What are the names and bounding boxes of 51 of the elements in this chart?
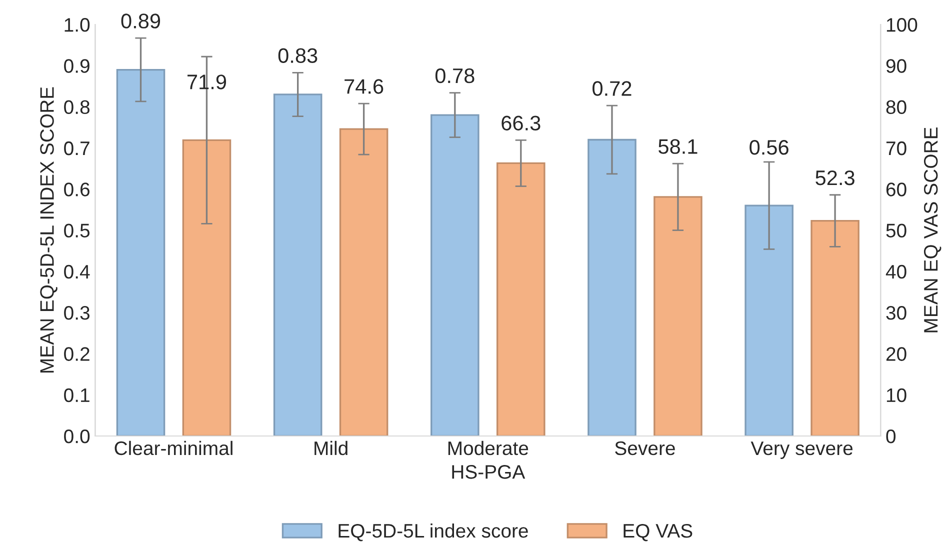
y-tick-label: 0.9 xyxy=(64,59,90,73)
bar xyxy=(496,162,546,436)
y2-axis-title: MEAN EQ VAS SCORE xyxy=(924,128,942,332)
y2-tick-label: 50 xyxy=(886,224,906,238)
y2-tick-label: 60 xyxy=(886,182,906,196)
y-tick-label: 0.1 xyxy=(64,388,90,402)
bar xyxy=(810,220,860,436)
bar xyxy=(182,139,232,436)
x-tick-label: Mild xyxy=(314,440,348,456)
data-label: 0.83 xyxy=(278,48,318,63)
y2-tick-label: 90 xyxy=(886,59,906,73)
y2-tick-label: 20 xyxy=(886,347,906,361)
y-tick-label: 0.3 xyxy=(64,306,90,320)
y2-tick-label: 0 xyxy=(886,429,896,444)
x-tick-label: Moderate xyxy=(448,440,528,456)
data-label: 0.56 xyxy=(750,140,788,155)
legend-label: EQ VAS xyxy=(624,524,692,542)
data-label: 0.78 xyxy=(435,68,474,84)
y-tick-label: 0.7 xyxy=(64,141,90,156)
y-tick-label: 0.5 xyxy=(64,224,90,238)
bar xyxy=(273,94,322,436)
y-tick-label: 0.4 xyxy=(64,264,90,279)
y2-tick-label: 70 xyxy=(886,141,906,156)
y-tick-label: 0.0 xyxy=(64,429,90,444)
bar xyxy=(339,128,388,436)
x-tick-label: Severe xyxy=(615,441,675,456)
bar xyxy=(116,68,166,436)
data-label: 0.89 xyxy=(121,14,160,28)
y2-tick-label: 80 xyxy=(886,100,906,114)
y-tick-label: 0.8 xyxy=(64,100,90,114)
bar xyxy=(744,204,794,436)
data-label: 74.6 xyxy=(344,79,384,94)
data-label: 52.3 xyxy=(816,170,854,186)
legend-label: EQ-5D-5L index score xyxy=(338,523,528,542)
y-axis-title: MEAN EQ-5D-5L INDEX SCORE xyxy=(40,87,58,373)
y2-tick-label: 100 xyxy=(886,18,918,32)
bar xyxy=(588,138,636,436)
y2-tick-label: 30 xyxy=(886,306,906,320)
x-tick-label: Clear-minimal xyxy=(114,440,232,456)
y2-tick-label: 40 xyxy=(886,264,906,279)
x-axis-title: HS-PGA xyxy=(452,465,526,479)
y-tick-label: 1.0 xyxy=(64,18,90,32)
data-label: 0.72 xyxy=(592,81,632,96)
bar xyxy=(430,114,480,436)
data-label: 66.3 xyxy=(502,116,540,130)
data-label: 58.1 xyxy=(658,139,698,154)
x-tick-label: Very severe xyxy=(750,442,853,459)
y-tick-label: 0.6 xyxy=(64,182,90,196)
y2-tick-label: 10 xyxy=(886,388,906,402)
y-tick-label: 0.2 xyxy=(64,347,90,361)
bar xyxy=(654,196,702,436)
